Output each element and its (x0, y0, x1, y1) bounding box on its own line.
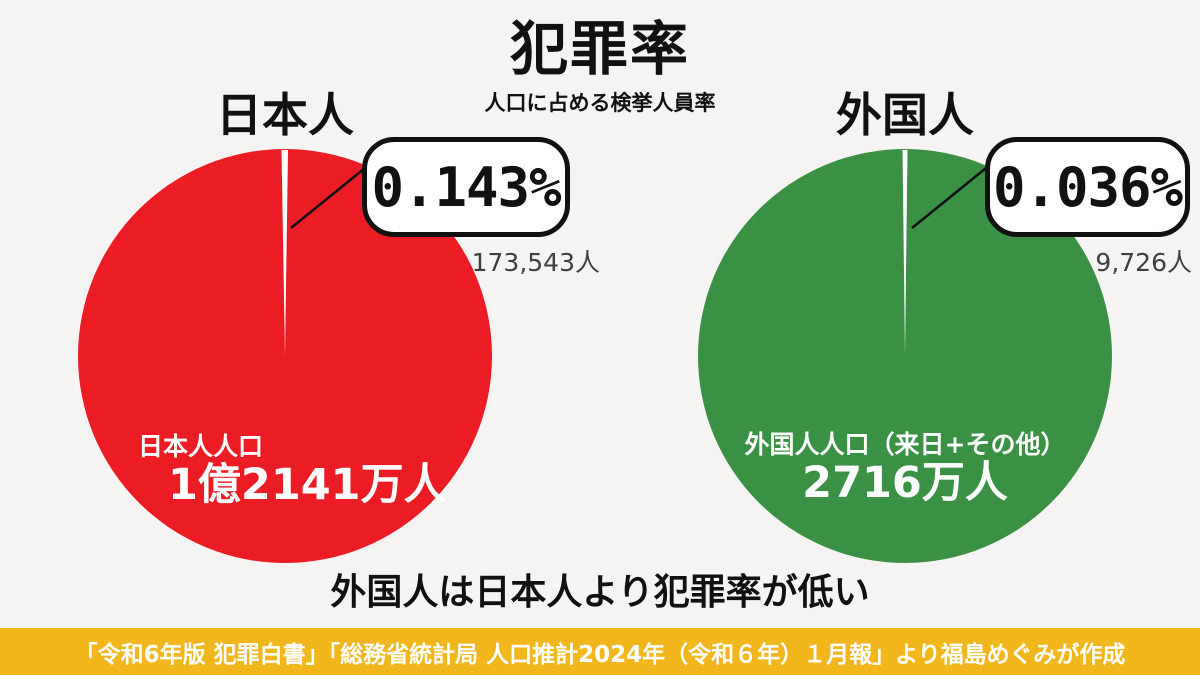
pie-slice-arrested-foreigner (902, 150, 908, 356)
population-block-japanese: 日本人人口 1億2141万人 (138, 433, 447, 510)
arrested-count-japanese: 173,543人 (471, 248, 600, 277)
population-caption-foreigner: 外国人人口（来日+その他） (744, 430, 1066, 459)
group-label-foreigner: 外国人 (836, 88, 974, 142)
page-title: 犯罪率 (509, 15, 690, 83)
page-subtitle: 人口に占める検挙人員率 (484, 91, 716, 115)
population-value-japanese: 1億2141万人 (168, 459, 447, 510)
pie-chart-japanese (78, 149, 492, 563)
group-label-japanese: 日本人 (216, 88, 354, 142)
rate-callout-japanese: 0.143% (362, 137, 570, 237)
population-value-foreigner: 2716万人 (802, 457, 1008, 508)
population-caption-japanese: 日本人人口 (138, 432, 264, 461)
conclusion-text: 外国人は日本人より犯罪率が低い (330, 572, 870, 613)
pie-chart-foreigner (698, 149, 1112, 563)
source-footer: 「令和6年版 犯罪白書」「総務省統計局 人口推計2024年（令和６年）１月報」よ… (0, 628, 1200, 675)
population-block-foreigner: 外国人人口（来日+その他） 2716万人 (705, 431, 1105, 508)
rate-callout-foreigner: 0.036% (985, 137, 1190, 237)
arrested-count-foreigner: 9,726人 (1095, 248, 1192, 277)
pie-slice-arrested-japanese (281, 150, 288, 356)
